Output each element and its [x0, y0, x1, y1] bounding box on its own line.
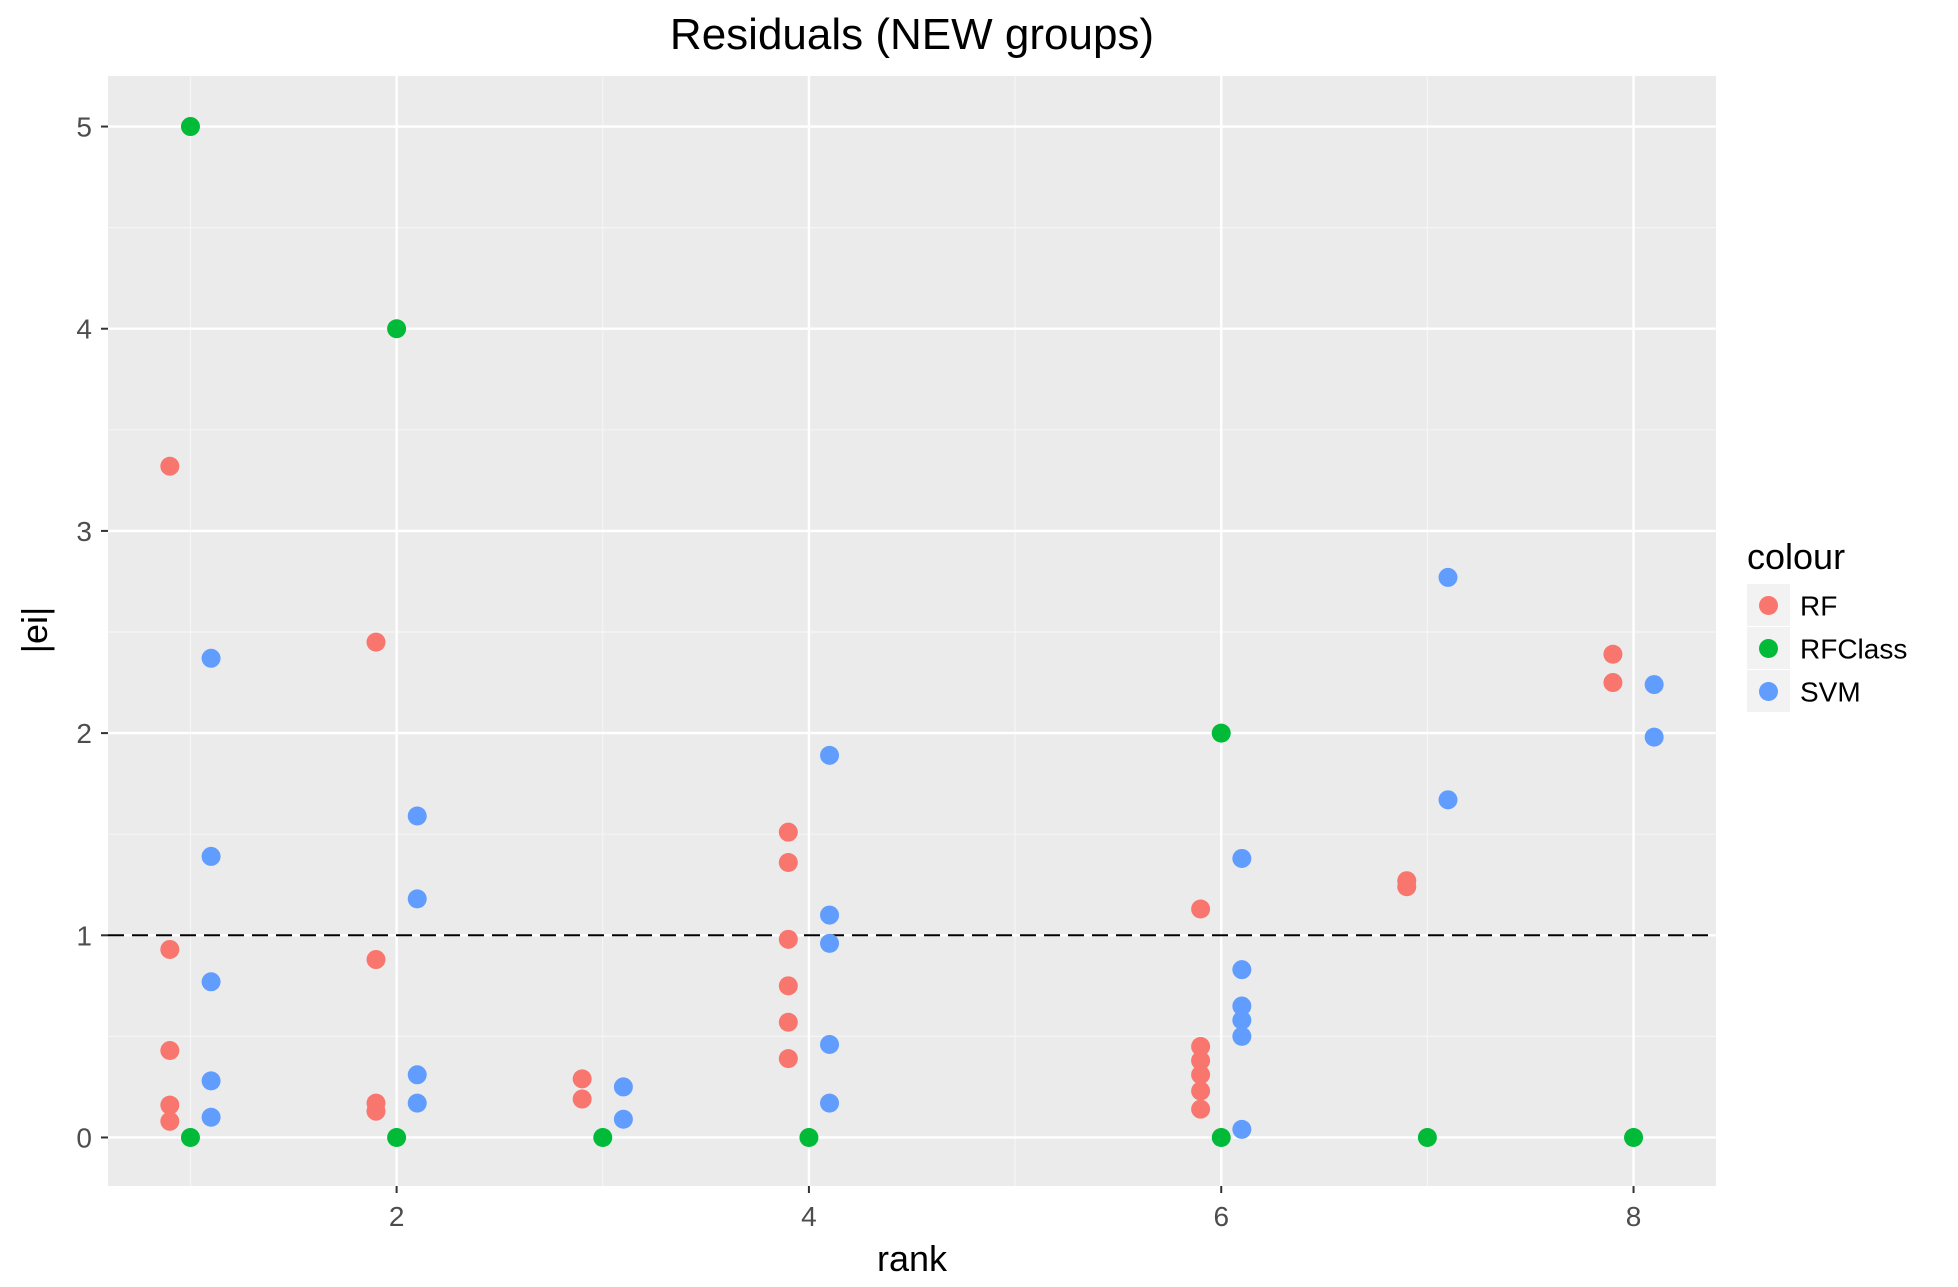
point-rf [160, 1041, 180, 1061]
point-svm [820, 933, 840, 953]
legend-label-svm: SVM [1800, 677, 1861, 708]
point-rf [1191, 899, 1211, 919]
point-rfclass [1211, 723, 1231, 743]
point-svm [1232, 960, 1252, 980]
grid-minor [108, 76, 1716, 1186]
point-rf [1191, 1051, 1211, 1071]
point-rf [160, 1111, 180, 1131]
point-rf [1191, 1081, 1211, 1101]
point-svm [407, 1065, 427, 1085]
point-svm [201, 972, 221, 992]
point-svm [613, 1077, 633, 1097]
point-rfclass [1417, 1127, 1437, 1147]
point-svm [820, 745, 840, 765]
point-rf [1191, 1099, 1211, 1119]
y-tick-label: 1 [76, 920, 92, 951]
point-rf [572, 1089, 592, 1109]
x-tick-label: 4 [801, 1201, 817, 1232]
y-tick-label: 0 [76, 1122, 92, 1153]
legend-title: colour [1747, 536, 1845, 577]
point-rf [1603, 673, 1623, 693]
point-svm [820, 905, 840, 925]
point-rf [778, 1049, 798, 1069]
y-tick-label: 4 [76, 314, 92, 345]
point-svm [201, 648, 221, 668]
point-rf [778, 1012, 798, 1032]
point-rf [160, 1095, 180, 1115]
legend: colour RF RFClass SVM [1747, 536, 1907, 712]
x-axis-ticks: 2 4 6 8 [389, 1186, 1642, 1232]
point-rf [366, 632, 386, 652]
point-rfclass [1211, 1127, 1231, 1147]
point-svm [1232, 1119, 1252, 1139]
point-svm [1232, 996, 1252, 1016]
legend-label-rfclass: RFClass [1800, 634, 1907, 665]
legend-swatch-svm [1759, 682, 1778, 701]
point-rfclass [1624, 1127, 1644, 1147]
point-rf [160, 939, 180, 959]
point-rfclass [387, 319, 407, 339]
x-tick-label: 2 [389, 1201, 405, 1232]
point-rf [366, 950, 386, 970]
point-rf [160, 456, 180, 476]
legend-swatch-rfclass [1759, 639, 1778, 658]
point-svm [613, 1109, 633, 1129]
point-rf [778, 929, 798, 949]
plot-panel [108, 76, 1716, 1186]
point-rf [572, 1069, 592, 1089]
x-tick-label: 8 [1626, 1201, 1642, 1232]
point-rf [1191, 1065, 1211, 1085]
point-rfclass [799, 1127, 819, 1147]
data-points [160, 117, 1664, 1147]
chart-title: Residuals (NEW groups) [670, 10, 1154, 59]
point-svm [201, 1107, 221, 1127]
point-svm [201, 1071, 221, 1091]
legend-items: RF RFClass SVM [1747, 584, 1907, 712]
y-axis-label: |ei| [14, 607, 55, 654]
y-tick-label: 2 [76, 718, 92, 749]
point-svm [201, 846, 221, 866]
y-axis-ticks: 0 1 2 3 4 5 [76, 112, 108, 1153]
point-svm [407, 1093, 427, 1113]
point-rf [1397, 877, 1417, 897]
point-rf [778, 822, 798, 842]
point-svm [407, 806, 427, 826]
point-svm [1232, 1010, 1252, 1030]
legend-swatch-rf [1759, 596, 1778, 615]
point-svm [1438, 567, 1458, 587]
x-axis-label: rank [877, 1238, 948, 1279]
point-svm [407, 889, 427, 909]
point-svm [820, 1093, 840, 1113]
point-rfclass [387, 1127, 407, 1147]
point-rf [778, 853, 798, 873]
point-rf [1603, 644, 1623, 664]
point-svm [1232, 1026, 1252, 1046]
point-svm [1438, 790, 1458, 810]
y-tick-label: 3 [76, 516, 92, 547]
point-svm [1232, 848, 1252, 868]
point-svm [820, 1034, 840, 1054]
legend-label-rf: RF [1800, 591, 1837, 622]
point-svm [1644, 675, 1664, 695]
point-rf [778, 976, 798, 996]
y-tick-label: 5 [76, 112, 92, 143]
x-tick-label: 6 [1213, 1201, 1229, 1232]
point-svm [1644, 727, 1664, 747]
point-rfclass [593, 1127, 613, 1147]
point-rfclass [180, 117, 200, 137]
point-rfclass [180, 1127, 200, 1147]
point-rf [1191, 1036, 1211, 1056]
point-rf [366, 1101, 386, 1121]
